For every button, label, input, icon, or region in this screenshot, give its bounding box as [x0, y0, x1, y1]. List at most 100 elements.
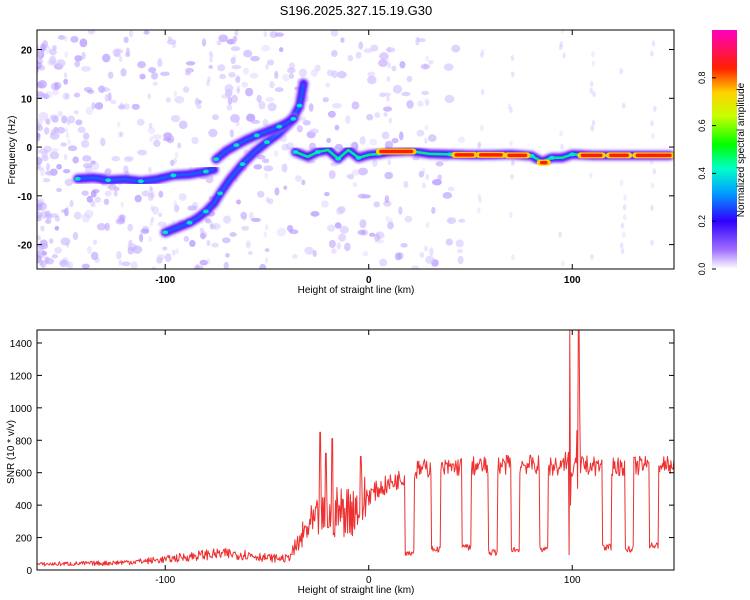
noise-blob [274, 187, 280, 196]
streak-blob [480, 51, 484, 58]
noise-blob [67, 145, 78, 152]
noise-blob [373, 233, 381, 242]
noise-blob [49, 115, 57, 122]
noise-blob [187, 205, 198, 211]
ridge-spot-core [218, 192, 222, 195]
noise-blob [143, 30, 150, 35]
snr-ytick-label: 1200 [10, 371, 33, 382]
noise-blob [121, 261, 131, 267]
streak-blob [119, 102, 124, 109]
ridge-spot-core [76, 177, 80, 180]
noise-blob [199, 231, 208, 239]
noise-blob [447, 186, 455, 192]
noise-blob [37, 206, 40, 214]
streak-blob [622, 204, 627, 211]
streak-blob [650, 120, 654, 127]
noise-blob [231, 94, 238, 104]
noise-blob [309, 128, 319, 134]
noise-blob [330, 30, 339, 37]
noise-blob [37, 200, 44, 207]
streak-blob [387, 62, 392, 69]
noise-blob [208, 64, 213, 70]
noise-blob [41, 155, 49, 162]
noise-blob [100, 137, 106, 147]
noise-blob [392, 84, 403, 94]
noise-blob [37, 249, 46, 258]
ridge-spot-core [570, 153, 574, 156]
colorbar: 0.0 0.2 0.4 0.6 0.8 Normalized spectral ampl… [697, 30, 747, 275]
streak-blob [206, 80, 210, 87]
streak-blob [119, 131, 124, 138]
noise-blob [94, 257, 100, 263]
noise-blob [417, 100, 424, 107]
noise-blob [231, 64, 242, 70]
streak-blob [265, 196, 270, 203]
noise-blob [42, 40, 49, 49]
noise-blob [158, 212, 163, 218]
noise-blob [74, 55, 83, 62]
noise-blob [37, 80, 48, 89]
noise-blob [191, 136, 199, 145]
spectrogram-xtick-label: 0 [366, 275, 372, 286]
noise-blob [91, 188, 100, 194]
noise-blob [37, 163, 41, 170]
noise-blob [358, 167, 368, 176]
noise-blob [391, 65, 397, 72]
noise-blob [107, 92, 112, 102]
noise-blob [351, 101, 360, 110]
colorbar-ticks: 0.0 0.2 0.4 0.6 0.8 [697, 72, 716, 276]
noise-blob [183, 235, 190, 242]
noise-blob [328, 170, 336, 179]
noise-blob [86, 195, 93, 203]
noise-blob [226, 104, 233, 111]
ridge-spot-core [234, 144, 238, 147]
noise-blob [73, 211, 82, 220]
streak-blob [150, 205, 155, 212]
noise-blob [415, 36, 420, 46]
noise-blob [404, 215, 413, 223]
snr-xtick-label: 100 [564, 575, 581, 586]
noise-blob [361, 229, 369, 236]
streak-blob [589, 172, 593, 179]
noise-blob [37, 118, 43, 128]
noise-blob [49, 213, 59, 219]
noise-blob [339, 225, 349, 234]
noise-blob [116, 251, 122, 260]
streak-blob [389, 217, 393, 224]
streak-blob [425, 221, 430, 228]
streak-blob [510, 55, 515, 62]
noise-blob [94, 102, 104, 110]
streak-blob [480, 88, 485, 95]
noise-blob [123, 103, 130, 110]
streak-blob [387, 159, 392, 166]
streak-blob [425, 100, 430, 107]
ridge-spot-core [106, 179, 110, 182]
noise-blob [298, 68, 307, 77]
noise-blob [281, 143, 290, 151]
noise-blob [46, 216, 52, 225]
noise-blob [86, 246, 93, 254]
noise-blob [53, 126, 59, 133]
noise-blob [49, 114, 58, 119]
noise-blob [262, 158, 270, 163]
noise-blob [240, 211, 248, 220]
noise-blob [383, 200, 392, 207]
noise-blob [38, 148, 48, 154]
streak-blob [236, 88, 240, 95]
noise-blob [44, 219, 50, 224]
noise-blob [81, 263, 90, 269]
noise-blob [334, 124, 340, 131]
ridge-line [161, 79, 308, 237]
snr-ytick-label: 1400 [10, 339, 33, 350]
noise-blob [223, 215, 232, 224]
snr-xtick-label: 0 [366, 575, 372, 586]
noise-blob [87, 30, 96, 35]
streak-blob [477, 207, 481, 214]
streak-blob [559, 41, 564, 48]
noise-blob [328, 239, 336, 249]
noise-blob [37, 148, 42, 155]
colorbar-tick-label: 0.0 [697, 263, 707, 276]
streak-blob [424, 124, 429, 131]
noise-blob [355, 51, 362, 59]
noise-blob [102, 53, 111, 63]
